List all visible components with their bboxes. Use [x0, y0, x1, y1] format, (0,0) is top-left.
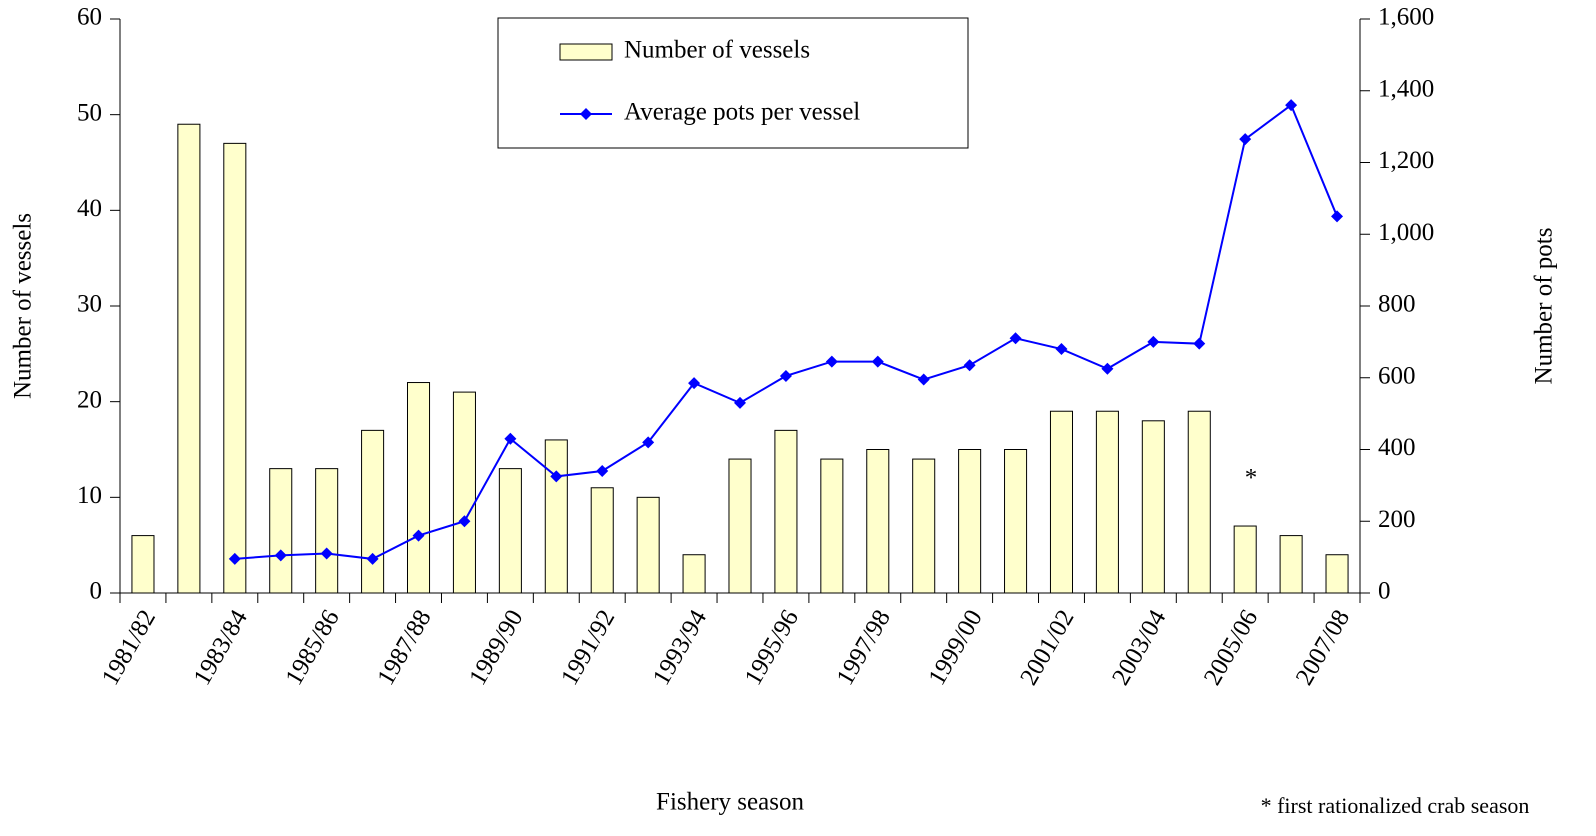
- bar: [1279, 535, 1303, 594]
- bar: [590, 487, 614, 594]
- marker: [963, 359, 976, 372]
- y-tick-label: 10: [77, 482, 102, 509]
- bar: [1049, 410, 1074, 594]
- y2-tick-label: 200: [1378, 506, 1416, 533]
- bar: [866, 449, 890, 594]
- marker: [1147, 335, 1160, 348]
- annotation: *: [1245, 465, 1258, 492]
- y2-tick-label: 400: [1378, 434, 1416, 461]
- x-tick-label: 1989/90: [464, 605, 528, 689]
- bar: [406, 382, 431, 594]
- x-tick-label: 1993/94: [648, 605, 713, 690]
- marker: [688, 377, 701, 390]
- footnote: * first rationalized crab season: [1261, 793, 1530, 818]
- bar: [223, 142, 247, 594]
- bar: [636, 496, 660, 594]
- marker: [1193, 337, 1206, 350]
- bar: [820, 458, 844, 594]
- x-tick-label: 1985/86: [280, 605, 344, 689]
- bar: [1233, 525, 1257, 594]
- legend-label: Number of vessels: [624, 37, 810, 64]
- y-tick-label: 30: [77, 291, 102, 318]
- y-tick-label: 60: [77, 4, 102, 31]
- bar: [452, 391, 476, 594]
- x-tick-label: 1997/98: [832, 605, 896, 689]
- x-tick-label: 2003/04: [1107, 605, 1172, 690]
- x-tick-label: 1995/96: [740, 605, 804, 689]
- bar: [1095, 410, 1119, 594]
- bar: [361, 429, 385, 594]
- marker: [596, 465, 609, 478]
- marker: [366, 552, 379, 565]
- bar: [498, 468, 522, 594]
- bar: [728, 458, 752, 594]
- marker: [1009, 332, 1022, 345]
- legend-swatch: [559, 43, 613, 61]
- y-tick-label: 20: [77, 386, 102, 413]
- marker: [1101, 362, 1114, 375]
- y2-tick-label: 1,600: [1378, 4, 1434, 31]
- marker: [1239, 133, 1252, 146]
- marker: [550, 470, 563, 483]
- marker: [642, 436, 655, 449]
- bar: [682, 554, 706, 594]
- x-tick-label: 2001/02: [1015, 605, 1079, 689]
- x-tick-label: 2007/08: [1291, 605, 1355, 689]
- y2-tick-label: 1,000: [1378, 219, 1434, 246]
- bar: [1004, 449, 1028, 594]
- marker: [1331, 210, 1344, 223]
- y-tick-label: 40: [77, 195, 102, 222]
- x-tick-label: 1983/84: [189, 605, 254, 690]
- y2-tick-label: 600: [1378, 362, 1416, 389]
- bar: [1141, 420, 1165, 594]
- marker: [917, 373, 930, 386]
- y2-tick-label: 800: [1378, 291, 1416, 318]
- bar: [544, 439, 568, 594]
- x-tick-label: 1991/92: [556, 605, 620, 689]
- x-tick-label: 2005/06: [1199, 605, 1263, 689]
- bar: [131, 535, 155, 594]
- x-tick-label: 1981/82: [97, 605, 161, 689]
- legend-marker: [580, 108, 592, 120]
- marker: [504, 432, 517, 445]
- bar: [1325, 554, 1349, 594]
- marker: [458, 515, 471, 528]
- bar: [958, 449, 982, 594]
- y-tick-label: 50: [77, 99, 102, 126]
- legend-box: [497, 17, 969, 149]
- marker: [228, 552, 241, 565]
- marker: [412, 529, 425, 542]
- legend-label: Average pots per vessel: [624, 99, 860, 126]
- x-axis-title: Fishery season: [656, 789, 804, 816]
- y2-tick-label: 0: [1378, 578, 1391, 605]
- y2-axis-title: Number of pots: [1531, 228, 1558, 385]
- bar: [774, 429, 798, 594]
- marker: [1055, 343, 1068, 356]
- bar: [315, 468, 339, 594]
- marker: [779, 369, 792, 382]
- y2-tick-label: 1,400: [1378, 75, 1434, 102]
- x-tick-label: 1987/88: [372, 605, 436, 689]
- bar: [1187, 410, 1211, 594]
- y-axis-title: Number of vessels: [10, 213, 37, 399]
- marker: [734, 396, 746, 409]
- bar: [177, 123, 201, 594]
- marker: [825, 355, 838, 368]
- marker: [274, 549, 287, 562]
- bar: [912, 458, 936, 594]
- y2-tick-label: 1,200: [1378, 147, 1434, 174]
- bar: [269, 468, 293, 594]
- marker: [871, 355, 884, 368]
- marker: [320, 547, 333, 560]
- y-tick-label: 0: [90, 578, 103, 605]
- x-tick-label: 1999/00: [923, 605, 987, 689]
- marker: [1285, 99, 1298, 112]
